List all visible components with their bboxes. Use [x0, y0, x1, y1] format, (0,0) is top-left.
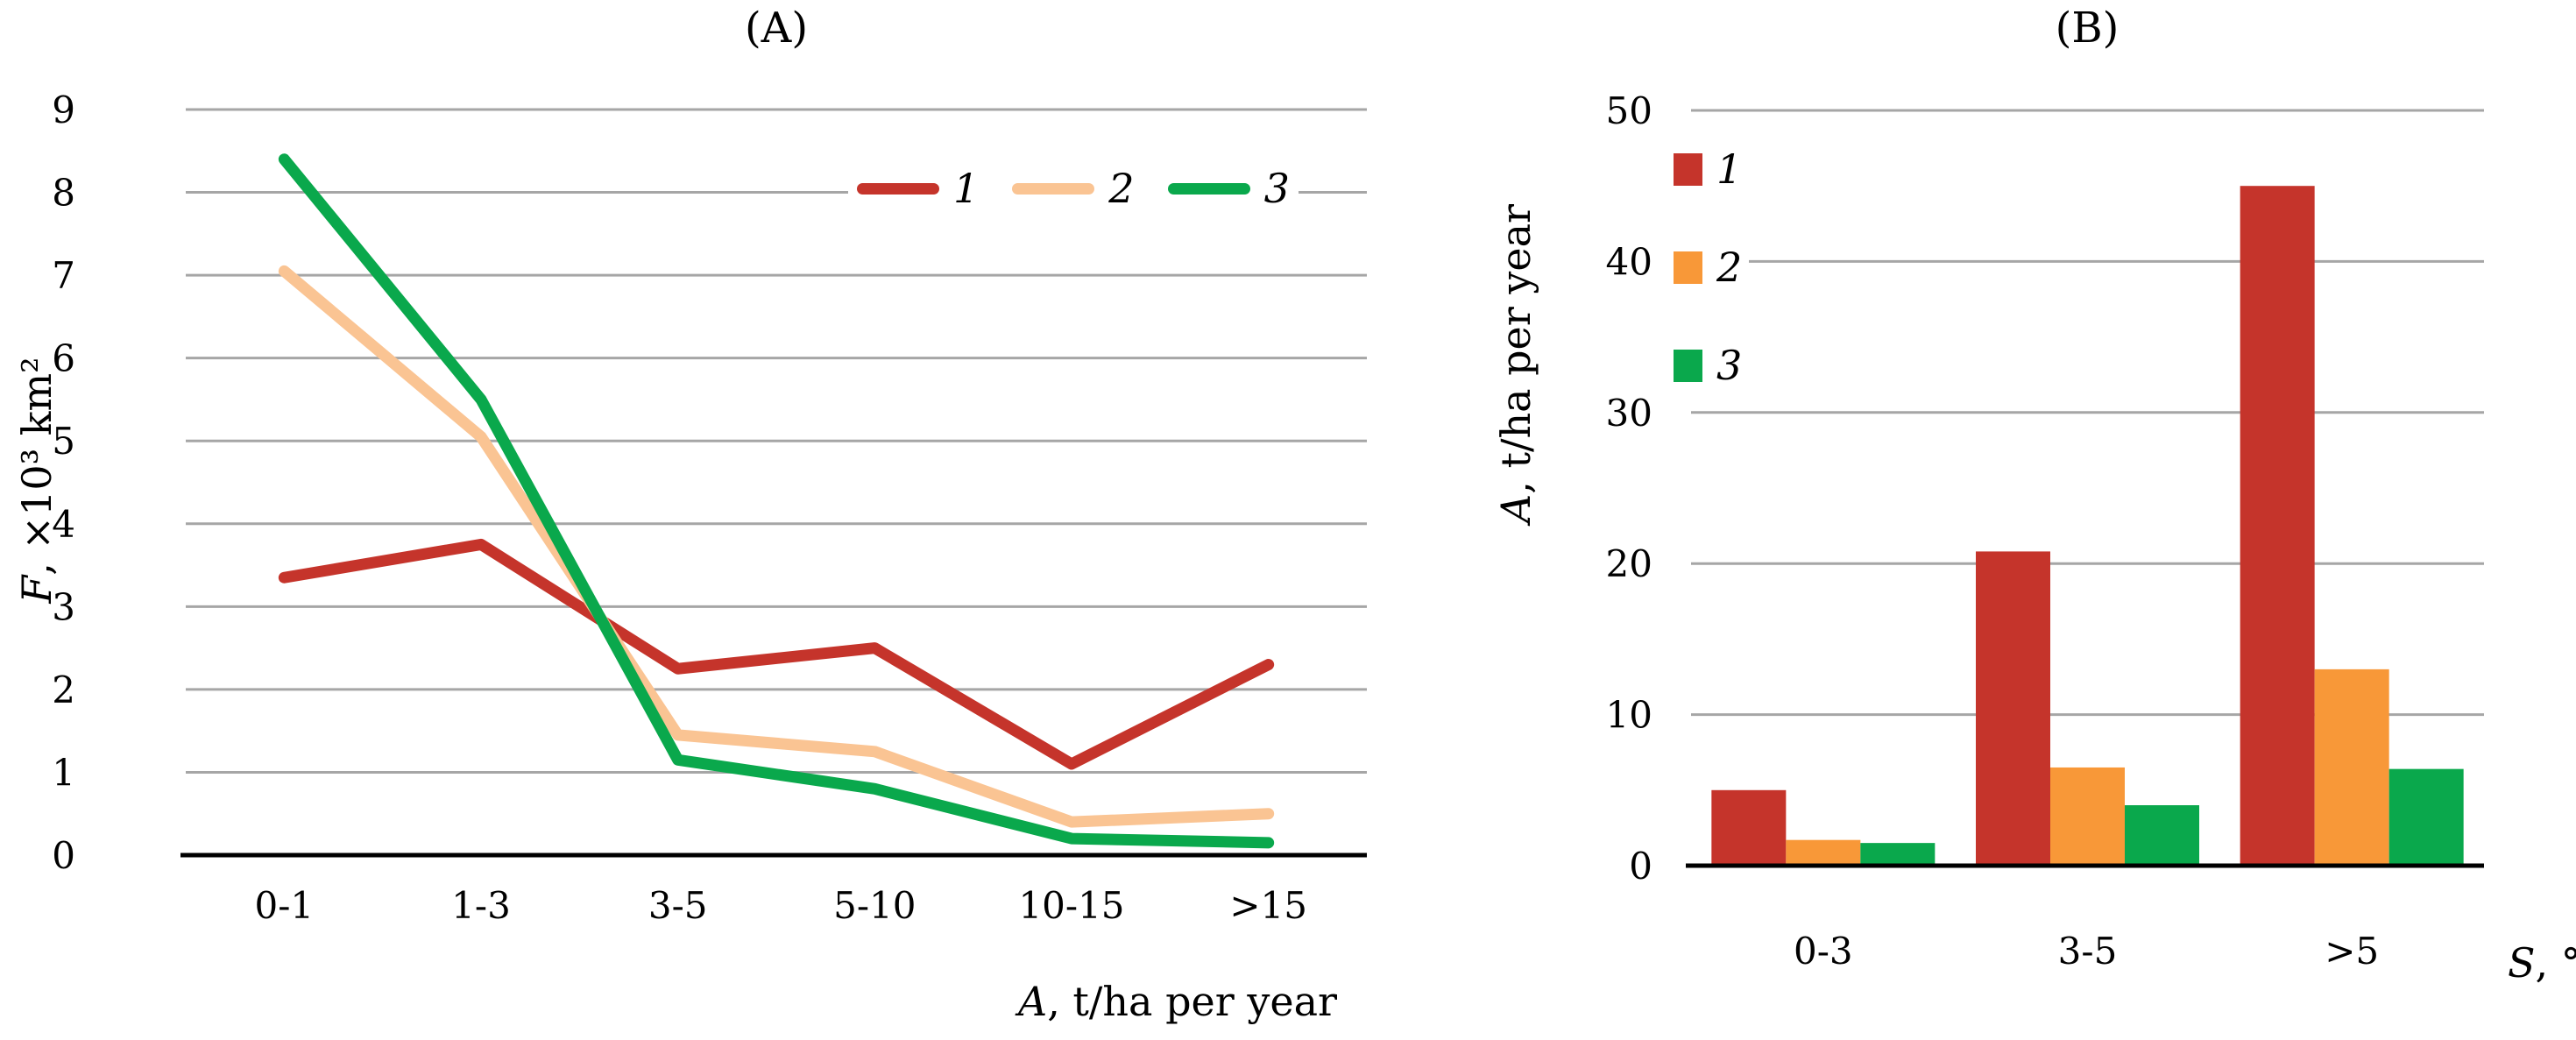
- y-tick-label: 9: [52, 88, 75, 131]
- x-category-label: 5-10: [833, 884, 916, 927]
- series-line-1: [278, 538, 1275, 770]
- bar-series-1: [1976, 551, 2050, 866]
- legend-item-label: 2: [1716, 244, 1743, 291]
- x-category-label: >15: [1229, 884, 1307, 927]
- legend-item-1: 1: [857, 165, 980, 212]
- panel-a-title: (A): [744, 4, 809, 53]
- legend-item-3: 3: [1167, 165, 1290, 212]
- legend-item-label: 3: [1263, 165, 1290, 212]
- x-category-label: 3-5: [2058, 930, 2118, 973]
- series-line-3: [278, 153, 1275, 849]
- legend-swatch-3: [1167, 182, 1250, 195]
- panel-b-y-axis-units: , t/ha per year: [1492, 203, 1539, 494]
- bar-series-1: [1711, 789, 1787, 866]
- y-tick-label: 2: [52, 669, 75, 711]
- panel-b-x-axis-units: , °: [2535, 939, 2576, 987]
- x-category-label: 10-15: [1018, 884, 1124, 927]
- x-category-label: 3-5: [648, 884, 708, 927]
- legend-swatch-3: [1674, 349, 1702, 382]
- legend-item-2: 2: [1674, 244, 1743, 291]
- panel-b-x-axis-label: S, °: [2508, 939, 2576, 987]
- panel-b-x-axis-variable: S: [2508, 939, 2536, 987]
- legend-item-label: 3: [1716, 342, 1743, 389]
- panel-a-legend: 1 2 3: [848, 165, 1299, 212]
- y-tick-label: 7: [52, 254, 75, 297]
- bar-series-3: [2125, 805, 2199, 866]
- y-tick-label: 3: [52, 585, 75, 628]
- series-line-2: [278, 265, 1275, 828]
- bar-series-2: [2314, 669, 2389, 866]
- bar-series-2: [2050, 767, 2125, 866]
- panel-a-x-axis-label: A, t/ha per year: [1018, 978, 1337, 1025]
- panel-b-y-axis-label: A, t/ha per year: [1492, 204, 1539, 523]
- panel-a-y-axis-label: F, ×10³ km²: [13, 357, 60, 603]
- panel-b-y-axis-variable: A: [1492, 493, 1539, 524]
- legend-item-label: 1: [953, 165, 980, 212]
- y-tick-label: 4: [52, 503, 75, 546]
- y-tick-label: 1: [52, 751, 75, 794]
- y-tick-label: 10: [1606, 694, 1652, 737]
- y-tick-label: 0: [1629, 845, 1652, 888]
- legend-item-3: 3: [1674, 342, 1743, 389]
- legend-swatch-1: [857, 182, 939, 195]
- panel-a-x-axis-variable: A: [1017, 978, 1048, 1025]
- panel-a-y-axis-units: , ×10³ km²: [13, 357, 60, 576]
- x-category-label: >5: [2325, 930, 2379, 973]
- legend-swatch-2: [1012, 182, 1095, 195]
- y-tick-label: 30: [1606, 392, 1652, 435]
- y-tick-label: 6: [52, 337, 75, 380]
- bar-series-3: [1860, 843, 1936, 866]
- y-tick-label: 5: [52, 420, 75, 463]
- panel-b-legend: 1 2 3: [1672, 145, 1750, 389]
- y-tick-label: 40: [1606, 240, 1652, 283]
- bar-series-3: [2388, 768, 2464, 866]
- legend-item-label: 1: [1716, 145, 1743, 193]
- y-tick-label: 0: [52, 834, 75, 877]
- panel-a-y-axis-variable: F: [13, 575, 60, 604]
- panel-b-title: (B): [2055, 4, 2120, 53]
- panel-b-bar-chart: 0 10 20 30 40 50 0-3 3-5 >5: [1606, 89, 2484, 973]
- bar-series-1: [2240, 186, 2315, 866]
- legend-item-label: 2: [1108, 165, 1135, 212]
- panel-a-x-axis-units: , t/ha per year: [1047, 978, 1337, 1025]
- legend-item-1: 1: [1674, 145, 1743, 193]
- y-tick-label: 50: [1606, 89, 1652, 132]
- x-category-label: 1-3: [451, 884, 511, 927]
- legend-swatch-1: [1674, 152, 1702, 186]
- y-tick-label: 8: [52, 172, 75, 215]
- bar-series-2: [1786, 839, 1861, 866]
- legend-swatch-2: [1674, 251, 1702, 284]
- y-tick-label: 20: [1606, 542, 1652, 585]
- x-category-label: 0-1: [255, 884, 315, 927]
- x-category-label: 0-3: [1794, 930, 1853, 973]
- panel-a-line-chart: 0 1 2 3 4 5 6 7 8 9 0-1 1-3 3-5 5-10 10-15 >15: [52, 88, 1367, 927]
- legend-item-2: 2: [1012, 165, 1135, 212]
